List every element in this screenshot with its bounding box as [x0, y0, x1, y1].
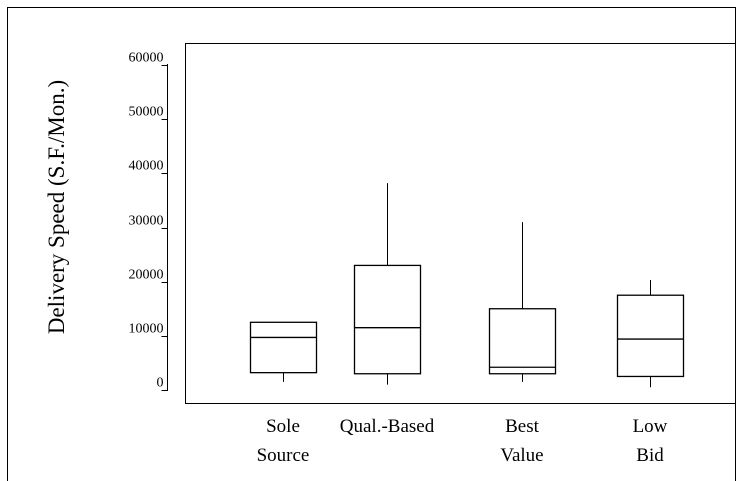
y-tick-label: 10000 [129, 322, 164, 337]
y-tick-label: 20000 [129, 268, 164, 283]
y-axis-ticks: 0 10000 20000 30000 40000 50000 60000 [129, 51, 168, 391]
box-group [616, 280, 685, 388]
category-label: Low [633, 416, 668, 437]
y-tick-label: 0 [157, 376, 164, 391]
y-axis-title: Delivery Speed (S.F./Mon.) [44, 80, 69, 334]
box-group [249, 321, 318, 382]
category-label: Value [500, 445, 543, 466]
plot-area [185, 43, 736, 404]
y-tick-label: 40000 [129, 159, 164, 174]
y-tick-label: 50000 [129, 105, 164, 120]
iqr-box [249, 321, 318, 374]
box-series [249, 183, 685, 388]
y-tick-label: 60000 [129, 51, 164, 66]
outer-frame [7, 7, 736, 481]
category-label: Best [505, 416, 540, 437]
category-label: Source [257, 445, 310, 466]
iqr-box [353, 264, 422, 375]
x-axis-labels: Sole Source Qual.-Based Best Value Low Bid [257, 416, 668, 466]
iqr-box [616, 294, 685, 378]
y-tick-label: 30000 [129, 214, 164, 229]
category-label: Bid [636, 445, 664, 466]
category-label: Sole [266, 416, 300, 437]
box-group [488, 222, 557, 382]
box-group [353, 183, 422, 385]
iqr-box [488, 308, 557, 375]
category-label: Qual.-Based [340, 416, 435, 437]
